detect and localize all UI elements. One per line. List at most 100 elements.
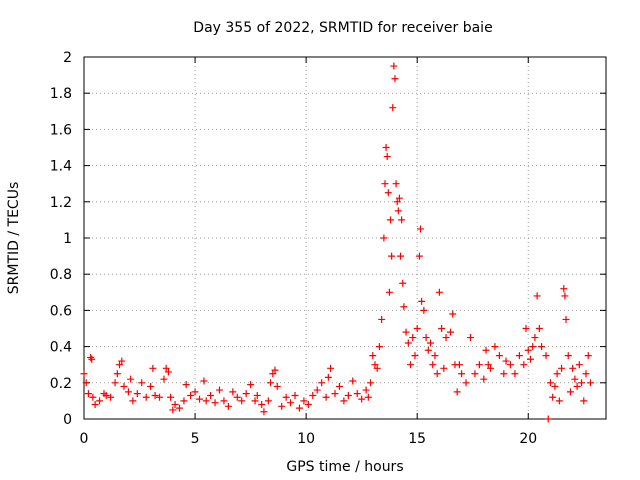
data-point [371, 361, 379, 369]
data-point [484, 361, 492, 369]
data-point [344, 391, 352, 399]
data-point [573, 382, 581, 390]
data-point [394, 207, 402, 215]
data-point [149, 364, 157, 372]
data-point [335, 382, 343, 390]
data-point [324, 373, 332, 381]
data-point [383, 153, 391, 161]
data-point [542, 352, 550, 360]
data-point [271, 366, 279, 374]
data-point [562, 315, 570, 323]
data-point [156, 393, 164, 401]
data-point [267, 379, 275, 387]
data-point [475, 361, 483, 369]
data-point [578, 379, 586, 387]
data-point [520, 361, 528, 369]
data-point [384, 189, 392, 197]
data-point [147, 382, 155, 390]
data-point [395, 194, 403, 202]
data-point [82, 379, 90, 387]
data-point [369, 352, 377, 360]
data-point [409, 334, 417, 342]
data-point [480, 375, 488, 383]
data-point [118, 357, 126, 365]
y-tick-label: 1.8 [50, 86, 72, 102]
x-tick-label: 15 [408, 431, 426, 447]
data-point [133, 390, 141, 398]
chart-title: Day 355 of 2022, SRMTID for receiver bai… [193, 20, 492, 36]
data-point [151, 391, 159, 399]
data-point [200, 377, 208, 385]
data-point [433, 370, 441, 378]
data-point [96, 397, 104, 405]
data-point [182, 381, 190, 389]
data-point [442, 334, 450, 342]
data-point [522, 325, 530, 332]
data-point [404, 339, 412, 347]
data-point [415, 252, 423, 260]
y-tick-label: 0.6 [50, 303, 72, 319]
data-point [142, 393, 150, 401]
data-point [295, 404, 303, 412]
data-point [171, 401, 179, 409]
data-point [418, 297, 426, 305]
data-point [502, 357, 510, 365]
y-tick-label: 1 [63, 231, 72, 247]
data-point [575, 361, 583, 369]
data-point [482, 346, 490, 354]
data-point [429, 361, 437, 369]
data-point [382, 144, 390, 151]
data-point [127, 375, 135, 383]
data-point [555, 397, 563, 405]
data-point [229, 388, 237, 396]
data-point [162, 364, 170, 372]
data-point [561, 292, 569, 300]
data-point [560, 285, 568, 293]
data-point [467, 334, 475, 342]
data-point [389, 104, 397, 112]
plot-area-frame [83, 56, 607, 420]
grid [84, 57, 606, 419]
data-points [80, 62, 594, 423]
data-point [486, 364, 494, 372]
data-point [304, 401, 312, 409]
data-point [291, 391, 299, 399]
data-point [318, 379, 326, 387]
data-point [582, 370, 590, 378]
data-point [551, 382, 559, 390]
data-point [500, 370, 508, 378]
data-point [88, 355, 96, 363]
data-point [566, 388, 574, 396]
data-point [91, 401, 99, 409]
data-point [515, 352, 523, 360]
data-point [453, 388, 461, 396]
data-point [220, 397, 228, 405]
x-tick-label: 0 [80, 431, 89, 447]
data-point [224, 402, 232, 410]
data-point [247, 381, 255, 389]
data-point [300, 397, 308, 405]
data-point [349, 377, 357, 385]
y-tick-label: 0.4 [50, 340, 72, 356]
y-tick-label: 1.4 [50, 159, 72, 175]
data-point [580, 397, 588, 405]
data-point [402, 328, 410, 336]
data-point [282, 393, 290, 401]
data-point [392, 180, 400, 188]
data-point [529, 343, 537, 351]
y-tick-label: 1.2 [50, 195, 72, 211]
data-point [407, 361, 415, 369]
data-point [331, 390, 339, 398]
data-point [526, 355, 534, 363]
data-point [238, 397, 246, 405]
data-point [233, 393, 241, 401]
data-point [102, 391, 110, 399]
y-tick-label: 1.6 [50, 122, 72, 138]
data-point [116, 361, 124, 369]
data-point [269, 370, 277, 378]
data-point [420, 306, 428, 314]
data-point [535, 325, 543, 332]
x-tick-label: 10 [297, 431, 315, 447]
data-point [138, 379, 146, 387]
